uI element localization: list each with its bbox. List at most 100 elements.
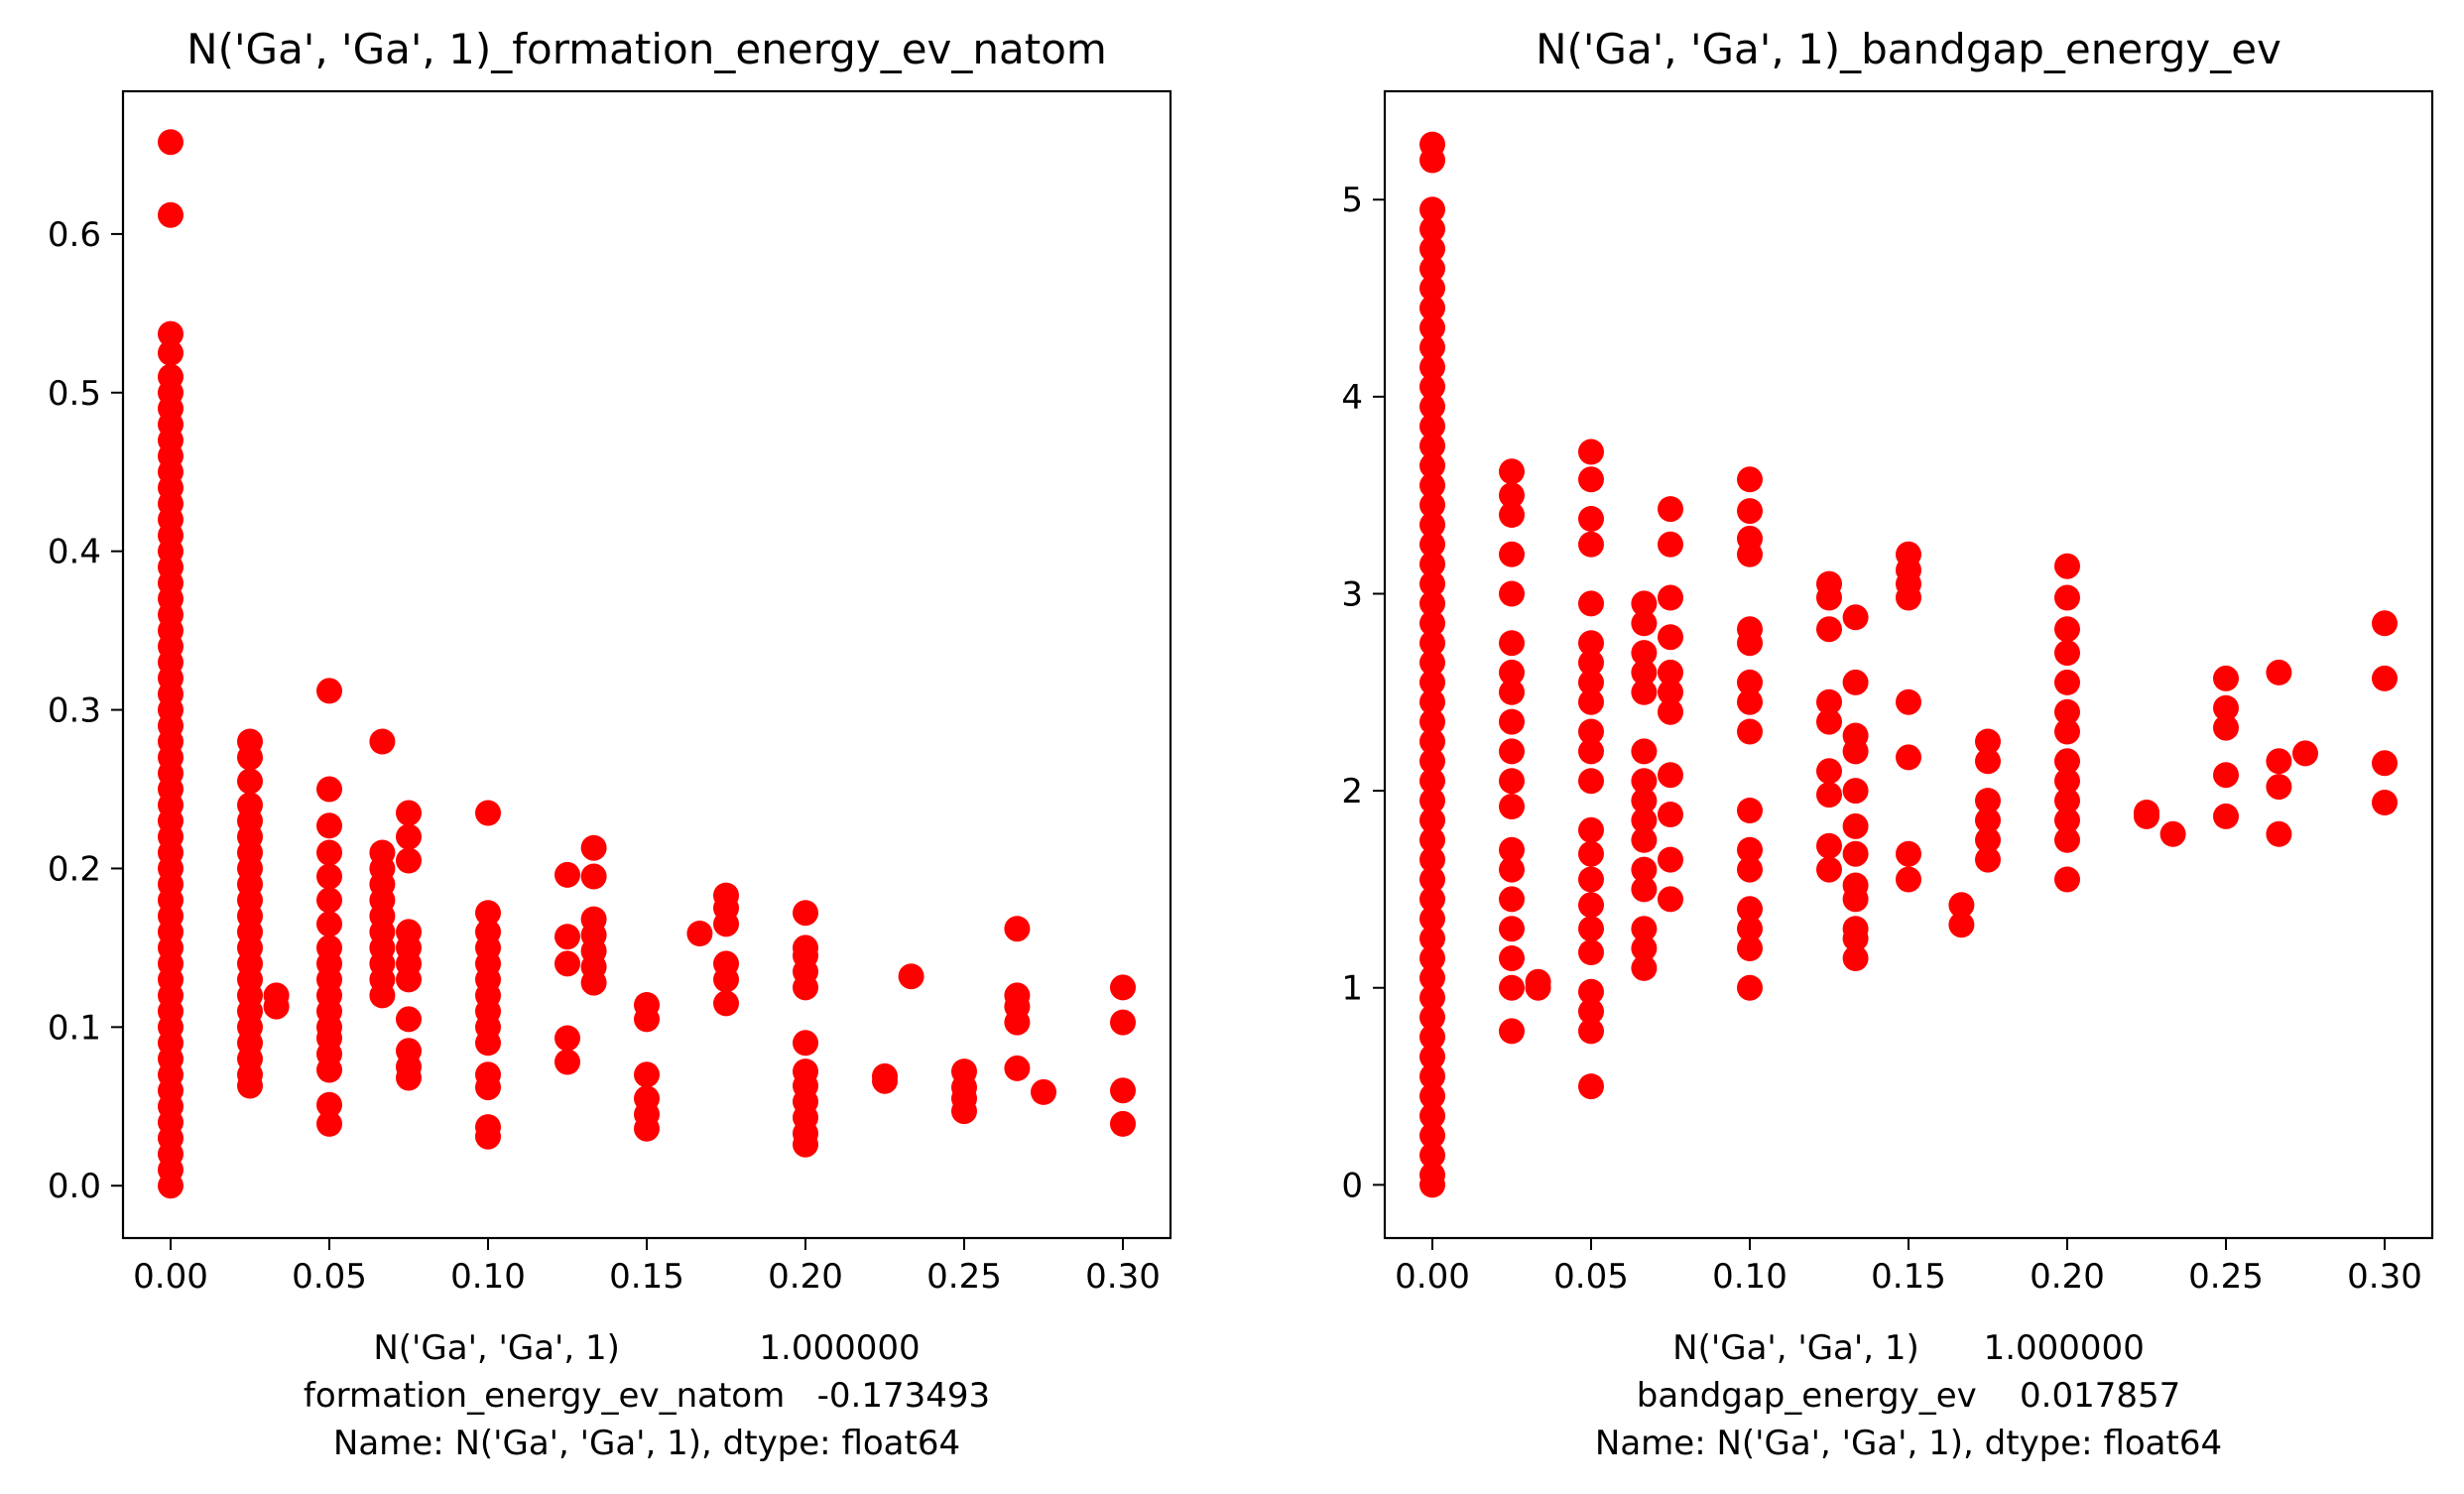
data-point — [554, 924, 580, 950]
data-point — [1658, 584, 1683, 611]
y-tick-label: 1 — [1341, 969, 1363, 1009]
y-axis: 0 1 2 3 4 5 — [1341, 181, 1385, 1205]
data-point — [1737, 669, 1763, 695]
data-point — [369, 728, 396, 755]
data-point — [1578, 438, 1604, 465]
x-tick-label: 0.25 — [2188, 1257, 2264, 1297]
data-point — [1578, 916, 1604, 942]
data-point — [1419, 650, 1445, 676]
data-point — [713, 882, 739, 909]
x-tick-label: 0.30 — [2347, 1257, 2422, 1297]
data-point — [1896, 840, 1921, 867]
data-point — [2372, 790, 2398, 815]
data-point — [1578, 1018, 1604, 1045]
data-point — [1419, 1044, 1445, 1070]
data-point — [713, 990, 739, 1017]
data-point — [1499, 856, 1525, 883]
y-tick-label: 0.5 — [48, 374, 101, 414]
data-point — [2054, 698, 2080, 725]
data-point — [1948, 912, 1975, 938]
data-point — [580, 863, 607, 890]
data-point — [2266, 820, 2292, 847]
data-point — [1816, 832, 1842, 859]
data-point — [1499, 630, 1525, 657]
data-point — [316, 678, 342, 704]
data-point — [1419, 531, 1445, 558]
data-point — [1578, 650, 1604, 676]
data-point — [1737, 525, 1763, 552]
data-point — [1842, 669, 1869, 695]
data-point — [396, 1038, 422, 1064]
data-point — [872, 1062, 898, 1089]
data-point — [316, 776, 342, 803]
data-point — [2054, 669, 2080, 695]
data-point — [634, 1061, 660, 1088]
data-point — [1842, 812, 1869, 839]
data-point — [1004, 916, 1031, 942]
data-point — [1578, 892, 1604, 919]
data-point — [1631, 826, 1658, 853]
data-point — [1499, 945, 1525, 971]
x-tick-label: 0.05 — [292, 1257, 367, 1297]
data-point — [1419, 570, 1445, 597]
subplot-formation-energy: N('Ga', 'Ga', 1)_formation_energy_ev_nat… — [48, 25, 1172, 1463]
data-point — [898, 963, 924, 990]
data-point — [1631, 807, 1658, 833]
data-point — [1975, 728, 2001, 755]
data-point — [1737, 718, 1763, 745]
data-point — [237, 792, 263, 818]
data-point — [2213, 762, 2239, 789]
data-point — [1499, 458, 1525, 485]
data-point — [158, 363, 184, 390]
data-point — [1842, 872, 1869, 899]
data-point — [580, 906, 607, 933]
data-point — [1419, 373, 1445, 400]
data-point — [2372, 665, 2398, 691]
data-point — [1737, 798, 1763, 823]
data-point — [1658, 762, 1683, 789]
y-tick-label: 0.3 — [48, 691, 101, 731]
data-point — [316, 1091, 342, 1118]
data-point — [1842, 945, 1869, 971]
data-point — [2054, 640, 2080, 667]
data-point — [1419, 472, 1445, 499]
data-point — [554, 950, 580, 977]
x-tick-label: 0.00 — [133, 1257, 208, 1297]
data-point — [1631, 788, 1658, 814]
data-point — [1975, 748, 2001, 775]
data-point — [1419, 1063, 1445, 1090]
data-point — [2266, 774, 2292, 801]
y-tick-label: 0.2 — [48, 849, 101, 889]
data-point — [1578, 840, 1604, 867]
data-point — [1419, 748, 1445, 775]
data-point — [316, 887, 342, 914]
data-point — [1419, 196, 1445, 223]
data-point — [1578, 939, 1604, 965]
data-point — [475, 800, 501, 826]
x-tick-label: 0.20 — [2030, 1257, 2105, 1297]
data-point — [1419, 964, 1445, 991]
data-point — [793, 1030, 818, 1057]
data-point — [1499, 916, 1525, 942]
data-point — [1737, 836, 1763, 863]
data-point — [2054, 788, 2080, 814]
data-point — [1631, 935, 1658, 961]
data-point — [1419, 551, 1445, 577]
y-axis: 0.0 0.1 0.2 0.3 0.4 0.5 0.6 — [48, 215, 123, 1206]
data-point — [1419, 354, 1445, 381]
data-point — [237, 728, 263, 755]
scatter-points — [158, 129, 1136, 1199]
data-point — [316, 839, 342, 866]
data-point — [1631, 679, 1658, 705]
data-point — [1658, 802, 1683, 827]
data-point — [1004, 982, 1031, 1009]
data-point — [2134, 800, 2159, 825]
data-point — [1578, 718, 1604, 745]
data-point — [1419, 275, 1445, 302]
data-point — [158, 201, 184, 228]
data-point — [1975, 807, 2001, 833]
x-axis-label-line-1: N('Ga', 'Ga', 1) 1.000000 — [1672, 1328, 2145, 1368]
data-point — [1499, 886, 1525, 913]
data-point — [1419, 945, 1445, 971]
